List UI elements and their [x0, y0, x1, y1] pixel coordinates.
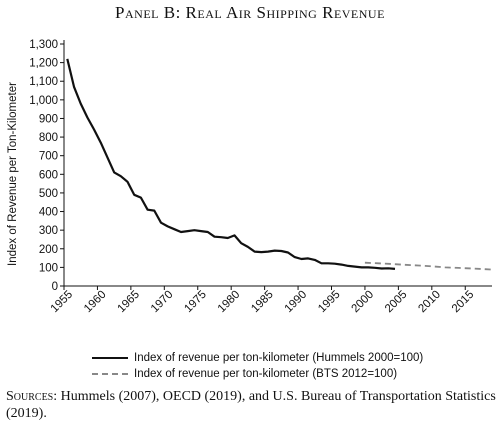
sources-text: Hummels (2007), OECD (2019), and U.S. Bu…	[6, 389, 496, 421]
sources-label: Sources:	[6, 389, 58, 404]
x-tick-label: 2000	[350, 289, 377, 316]
x-tick-label: 1970	[149, 289, 176, 316]
x-axis-ticks: 1955 1960 1965 1970 1975 1980 1985 1990 1995 2000…	[49, 286, 477, 316]
chart-title: Panel B: Real Air Shipping Revenue	[115, 3, 385, 22]
legend-swatch-dashed	[92, 373, 128, 375]
y-tick-label: 700	[39, 151, 58, 163]
x-tick-label: 2010	[416, 289, 443, 316]
x-tick-label: 2005	[383, 289, 410, 316]
x-tick-label: 1975	[182, 289, 209, 316]
x-tick-label: 1985	[249, 289, 276, 316]
y-tick-label: 400	[39, 207, 58, 219]
legend: Index of revenue per ton-kilometer (Humm…	[92, 350, 423, 382]
legend-label: Index of revenue per ton-kilometer (BTS …	[134, 368, 398, 380]
line-chart: 0 100 200 300 400 500 600 700 800 900 1,000 1,100 1,…	[7, 39, 493, 316]
y-axis-label: Index of Revenue per Ton-Kilometer	[7, 82, 19, 266]
y-tick-label: 1,000	[29, 95, 58, 107]
axes	[63, 40, 492, 287]
x-tick-label: 1990	[283, 289, 310, 316]
legend-item-bts: Index of revenue per ton-kilometer (BTS …	[92, 366, 423, 382]
y-axis-ticks: 0 100 200 300 400 500 600 700 800 900 1,000 1,100 1,…	[29, 39, 64, 293]
sources-note: Sources: Hummels (2007), OECD (2019), an…	[6, 388, 496, 422]
y-tick-label: 200	[39, 244, 58, 256]
series-line-bts	[364, 261, 493, 271]
y-tick-label: 100	[39, 262, 58, 274]
x-tick-label: 1965	[115, 289, 142, 316]
series-line-hummels	[66, 58, 396, 270]
x-tick-label: 1960	[82, 289, 109, 316]
x-tick-label: 2015	[450, 289, 477, 316]
x-tick-label: 1980	[216, 289, 243, 316]
y-tick-label: 900	[39, 113, 58, 125]
y-tick-label: 600	[39, 169, 58, 181]
y-tick-label: 800	[39, 132, 58, 144]
x-tick-label: 1995	[316, 289, 343, 316]
y-tick-label: 500	[39, 188, 58, 200]
legend-label: Index of revenue per ton-kilometer (Humm…	[134, 352, 424, 364]
y-tick-label: 0	[52, 281, 58, 293]
y-tick-label: 1,100	[29, 76, 58, 88]
y-tick-label: 1,300	[29, 39, 58, 51]
y-tick-label: 300	[39, 225, 58, 237]
series-lines	[66, 58, 493, 271]
legend-swatch-solid	[92, 357, 128, 359]
legend-item-hummels: Index of revenue per ton-kilometer (Humm…	[92, 350, 423, 366]
y-tick-label: 1,200	[29, 58, 58, 70]
